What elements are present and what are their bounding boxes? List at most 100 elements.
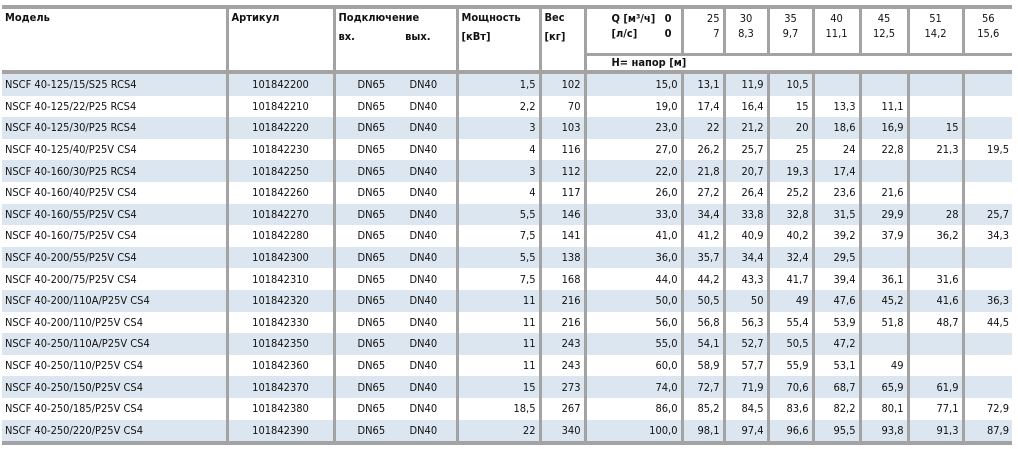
cell-head xyxy=(961,117,1012,139)
cell-head: 21,6 xyxy=(858,181,908,204)
q-ls-value: 7 xyxy=(713,27,720,40)
cell-conn-out: DN40 xyxy=(409,164,438,178)
cell-power: 15 xyxy=(455,376,540,398)
cell-conn-in: DN65 xyxy=(357,164,386,178)
cell-head xyxy=(961,354,1012,377)
cell-head xyxy=(906,246,963,269)
cell-head: 44,0 xyxy=(583,268,682,290)
cell-head: 95,5 xyxy=(811,419,860,446)
cell-power: 4 xyxy=(455,138,540,161)
cell-conn-in: DN65 xyxy=(357,251,386,265)
cell-head: 47,2 xyxy=(811,333,860,355)
cell-head: 11,9 xyxy=(722,72,768,96)
cell-head: 22,0 xyxy=(583,160,682,182)
cell-head xyxy=(961,333,1012,355)
cell-weight: 103 xyxy=(538,117,585,139)
cell-article: 101842270 xyxy=(225,203,334,226)
cell-weight: 243 xyxy=(538,354,585,377)
cell-head: 44,5 xyxy=(961,311,1012,334)
table-row: NSCF 40-160/55/P25V CS4 101842270 DN65 DN… xyxy=(2,203,1012,226)
table-row: NSCF 40-125/40/P25V CS4 101842230 DN65 DN… xyxy=(2,138,1012,161)
table-row: NSCF 40-125/30/P25 RCS4 101842220 DN65 DN… xyxy=(2,117,1012,139)
cell-head: 50,0 xyxy=(583,289,682,312)
header-connection: Подключение вх. вых. xyxy=(332,5,457,74)
cell-head: 50,5 xyxy=(680,289,724,312)
cell-head: 15 xyxy=(906,117,963,139)
cell-weight: 340 xyxy=(538,419,585,446)
cell-head: 23,6 xyxy=(811,181,860,204)
cell-head xyxy=(906,181,963,204)
header-q-m3h-label: Q [м³/ч] xyxy=(611,12,656,25)
cell-connection: DN65 DN40 xyxy=(332,160,457,182)
cell-head: 57,7 xyxy=(722,354,768,377)
cell-head: 55,0 xyxy=(583,333,682,355)
cell-head xyxy=(858,246,908,269)
cell-conn-in: DN65 xyxy=(357,294,386,308)
cell-connection: DN65 DN40 xyxy=(332,138,457,161)
cell-head: 37,9 xyxy=(858,225,908,247)
cell-head: 60,0 xyxy=(583,354,682,377)
cell-head: 40,2 xyxy=(766,225,813,247)
cell-head xyxy=(961,268,1012,290)
cell-head xyxy=(906,333,963,355)
cell-head: 22 xyxy=(680,117,724,139)
cell-connection: DN65 DN40 xyxy=(332,117,457,139)
cell-head: 61,9 xyxy=(906,376,963,398)
q-ls-value: 15,6 xyxy=(977,27,1000,40)
cell-model: NSCF 40-200/55/P25V CS4 xyxy=(2,246,227,269)
table-row: NSCF 40-160/40/P25V CS4 101842260 DN65 DN… xyxy=(2,181,1012,204)
cell-head xyxy=(961,160,1012,182)
cell-article: 101842200 xyxy=(225,72,334,96)
cell-head: 27,2 xyxy=(680,181,724,204)
cell-power: 3 xyxy=(455,160,540,182)
cell-head xyxy=(961,181,1012,204)
cell-connection: DN65 DN40 xyxy=(332,354,457,377)
cell-head: 27,0 xyxy=(583,138,682,161)
header-weight: Вес [кг] xyxy=(538,5,585,74)
header-q-6: 51 14,2 xyxy=(906,5,963,55)
header-conn-in: вх. xyxy=(338,30,355,43)
cell-conn-in: DN65 xyxy=(357,143,386,157)
cell-head: 70,6 xyxy=(766,376,813,398)
cell-head: 22,8 xyxy=(858,138,908,161)
cell-head: 26,4 xyxy=(722,181,768,204)
header-connection-label: Подключение xyxy=(338,11,420,24)
cell-head: 65,9 xyxy=(858,376,908,398)
cell-power: 7,5 xyxy=(455,225,540,247)
header-q-ls-label: [л/с] xyxy=(611,27,638,40)
cell-conn-out: DN40 xyxy=(409,359,438,373)
cell-conn-out: DN40 xyxy=(409,186,438,200)
cell-head: 36,2 xyxy=(906,225,963,247)
cell-conn-out: DN40 xyxy=(409,337,438,351)
cell-conn-in: DN65 xyxy=(357,207,386,221)
cell-head: 13,1 xyxy=(680,72,724,96)
cell-head: 80,1 xyxy=(858,397,908,420)
header-q-2: 30 8,3 xyxy=(722,5,768,55)
cell-power: 5,5 xyxy=(455,203,540,226)
cell-power: 22 xyxy=(455,419,540,446)
cell-model: NSCF 40-125/40/P25V CS4 xyxy=(5,143,137,157)
table-row: NSCF 40-200/110/P25V CS4 101842330 DN65 D… xyxy=(2,311,1012,334)
cell-head: 56,3 xyxy=(722,311,768,334)
cell-head: 19,0 xyxy=(583,95,682,118)
cell-article: 101842280 xyxy=(225,225,334,247)
cell-connection: DN65 DN40 xyxy=(332,289,457,312)
cell-head: 82,2 xyxy=(811,397,860,420)
cell-head xyxy=(961,246,1012,269)
cell-model: NSCF 40-160/40/P25V CS4 xyxy=(5,186,137,200)
q-m3h-value: 25 xyxy=(706,12,720,25)
cell-head: 21,8 xyxy=(680,160,724,182)
cell-connection: DN65 DN40 xyxy=(332,397,457,420)
cell-conn-in: DN65 xyxy=(357,359,386,373)
table-row: NSCF 40-250/110A/P25V CS4 101842350 DN65… xyxy=(2,333,1012,355)
cell-weight: 116 xyxy=(538,138,585,161)
cell-model: NSCF 40-250/150/P25V CS4 xyxy=(2,376,227,398)
cell-head xyxy=(906,354,963,377)
table-body: NSCF 40-125/15/S25 RCS4 101842200 DN65 DN… xyxy=(2,72,1012,446)
cell-conn-in: DN65 xyxy=(357,402,386,416)
cell-article: 101842210 xyxy=(225,95,334,118)
cell-model: NSCF 40-200/110A/P25V CS4 xyxy=(2,289,227,312)
cell-conn-out: DN40 xyxy=(409,143,438,157)
cell-weight: 216 xyxy=(538,311,585,334)
cell-head: 72,7 xyxy=(680,376,724,398)
